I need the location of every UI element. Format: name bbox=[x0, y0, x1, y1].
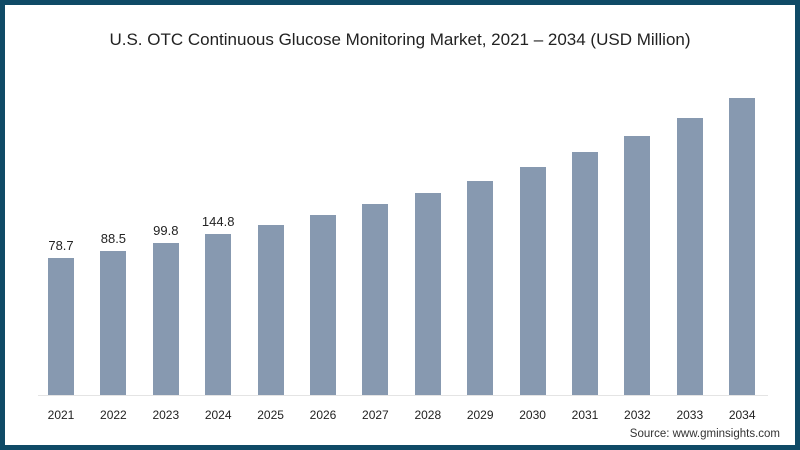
x-tick-2028: 2028 bbox=[414, 408, 442, 422]
x-tick-2021: 2021 bbox=[47, 408, 75, 422]
source-credit: Source: www.gminsights.com bbox=[629, 428, 780, 440]
value-label-2022: 88.5 bbox=[100, 231, 127, 246]
x-tick-2033: 2033 bbox=[676, 408, 704, 422]
bar-2023 bbox=[152, 243, 179, 395]
value-label-2021: 78.7 bbox=[48, 238, 74, 253]
bar-2027 bbox=[362, 204, 389, 395]
bar-2024 bbox=[205, 234, 232, 395]
chart-frame bbox=[5, 5, 795, 445]
bar-2031 bbox=[572, 152, 598, 395]
x-tick-2030: 2030 bbox=[519, 408, 546, 422]
x-tick-2026: 2026 bbox=[309, 408, 337, 422]
value-label-2024: 144.8 bbox=[201, 214, 235, 229]
bar-2032 bbox=[624, 136, 651, 395]
bar-2026 bbox=[310, 215, 336, 395]
x-tick-2025: 2025 bbox=[257, 408, 284, 422]
bar-2029 bbox=[467, 181, 494, 395]
bar-2028 bbox=[414, 193, 441, 395]
x-axis-baseline bbox=[38, 395, 768, 396]
x-tick-2027: 2027 bbox=[362, 408, 389, 422]
bar-2033 bbox=[676, 118, 703, 395]
x-tick-2029: 2029 bbox=[466, 408, 494, 422]
x-tick-2024: 2024 bbox=[204, 408, 232, 422]
bar-2034 bbox=[729, 98, 756, 395]
x-tick-2023: 2023 bbox=[152, 408, 180, 422]
bar-2021 bbox=[48, 258, 74, 395]
value-label-2023: 99.8 bbox=[153, 223, 179, 238]
bar-2025 bbox=[257, 225, 284, 395]
bar-2022 bbox=[100, 251, 127, 395]
x-tick-2022: 2022 bbox=[100, 408, 127, 422]
x-tick-2034: 2034 bbox=[728, 408, 756, 422]
chart-title: U.S. OTC Continuous Glucose Monitoring M… bbox=[109, 30, 691, 49]
x-tick-2031: 2031 bbox=[571, 408, 599, 422]
bar-2030 bbox=[519, 167, 546, 395]
x-tick-2032: 2032 bbox=[624, 408, 651, 422]
